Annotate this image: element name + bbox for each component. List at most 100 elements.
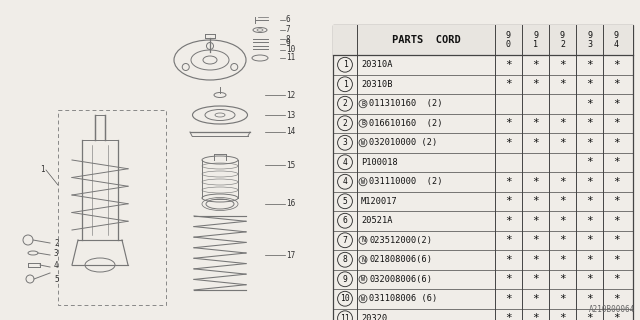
Text: 9
1: 9 1 [533,31,538,49]
Text: *: * [505,79,512,89]
Text: *: * [586,313,593,320]
Text: *: * [559,313,566,320]
Text: *: * [613,138,620,148]
Text: A210B00064: A210B00064 [589,305,635,314]
Text: 011310160  (2): 011310160 (2) [369,99,442,108]
Text: *: * [532,177,539,187]
Text: *: * [505,118,512,128]
Text: *: * [586,79,593,89]
Text: *: * [559,216,566,226]
Bar [333,25,633,55]
Text: 10: 10 [286,45,295,54]
Text: 1: 1 [40,165,45,174]
Text: 9: 9 [286,39,291,49]
Text: *: * [613,216,620,226]
Text: 20310A: 20310A [361,60,392,69]
Text: *: * [613,60,620,70]
Text: *: * [559,294,566,304]
Text: *: * [613,235,620,245]
Text: PARTS  CORD: PARTS CORD [392,35,460,45]
Text: W: W [361,296,365,302]
Text: *: * [559,255,566,265]
Text: *: * [505,60,512,70]
Text: 1: 1 [342,80,348,89]
Text: 031110000  (2): 031110000 (2) [369,177,442,186]
Text: *: * [505,274,512,284]
Text: *: * [532,313,539,320]
Text: 9
0: 9 0 [506,31,511,49]
Text: B: B [361,101,365,107]
Text: 021808006(6): 021808006(6) [369,255,432,264]
Text: *: * [613,99,620,109]
Text: 1: 1 [342,60,348,69]
Text: 9
2: 9 2 [560,31,565,49]
Text: 7: 7 [342,236,348,245]
Text: *: * [505,255,512,265]
Text: *: * [505,216,512,226]
Text: 15: 15 [286,161,295,170]
Text: *: * [559,274,566,284]
Text: *: * [532,255,539,265]
Text: B: B [361,120,365,126]
Text: *: * [586,255,593,265]
Text: 023512000(2): 023512000(2) [369,236,432,245]
Text: W: W [361,276,365,282]
Text: *: * [586,177,593,187]
Text: 12: 12 [286,91,295,100]
Text: *: * [586,196,593,206]
Text: *: * [559,235,566,245]
Text: P100018: P100018 [361,158,397,167]
Text: 4: 4 [342,177,348,186]
Text: 8: 8 [286,35,291,44]
Text: *: * [532,235,539,245]
Text: *: * [532,118,539,128]
Text: 9
3: 9 3 [587,31,592,49]
Bar [58,110,166,305]
Text: 016610160  (2): 016610160 (2) [369,119,442,128]
Text: 2: 2 [342,99,348,108]
Text: *: * [613,118,620,128]
Text: 20320: 20320 [361,314,387,320]
Text: 9: 9 [342,275,348,284]
Text: 11: 11 [340,314,350,320]
Text: 3: 3 [342,138,348,147]
Text: *: * [613,177,620,187]
Text: 20310B: 20310B [361,80,392,89]
Text: 4: 4 [342,158,348,167]
Text: 4: 4 [54,260,59,269]
Text: 13: 13 [286,110,295,119]
Text: 2: 2 [342,119,348,128]
Text: *: * [532,138,539,148]
Text: 2: 2 [54,238,59,247]
Text: *: * [559,196,566,206]
Text: *: * [559,138,566,148]
Text: *: * [559,60,566,70]
Text: 9
4: 9 4 [614,31,619,49]
Text: *: * [586,60,593,70]
Text: 6: 6 [286,15,291,25]
Text: *: * [613,255,620,265]
Text: 6: 6 [342,216,348,225]
Text: *: * [505,177,512,187]
Text: *: * [613,196,620,206]
Text: *: * [505,294,512,304]
Text: 14: 14 [286,127,295,137]
Text: W: W [361,179,365,185]
Text: *: * [586,274,593,284]
Text: *: * [559,118,566,128]
Text: *: * [586,235,593,245]
Text: 032008006(6): 032008006(6) [369,275,432,284]
Text: 5: 5 [54,275,59,284]
Text: *: * [613,79,620,89]
Text: 5: 5 [342,197,348,206]
Text: *: * [586,118,593,128]
Text: W: W [361,140,365,146]
Text: *: * [532,274,539,284]
Text: 031108006 (6): 031108006 (6) [369,294,437,303]
Text: *: * [586,157,593,167]
Text: *: * [559,177,566,187]
Text: *: * [505,138,512,148]
Text: 8: 8 [342,255,348,264]
Text: N: N [361,257,365,263]
Text: M120017: M120017 [361,197,397,206]
